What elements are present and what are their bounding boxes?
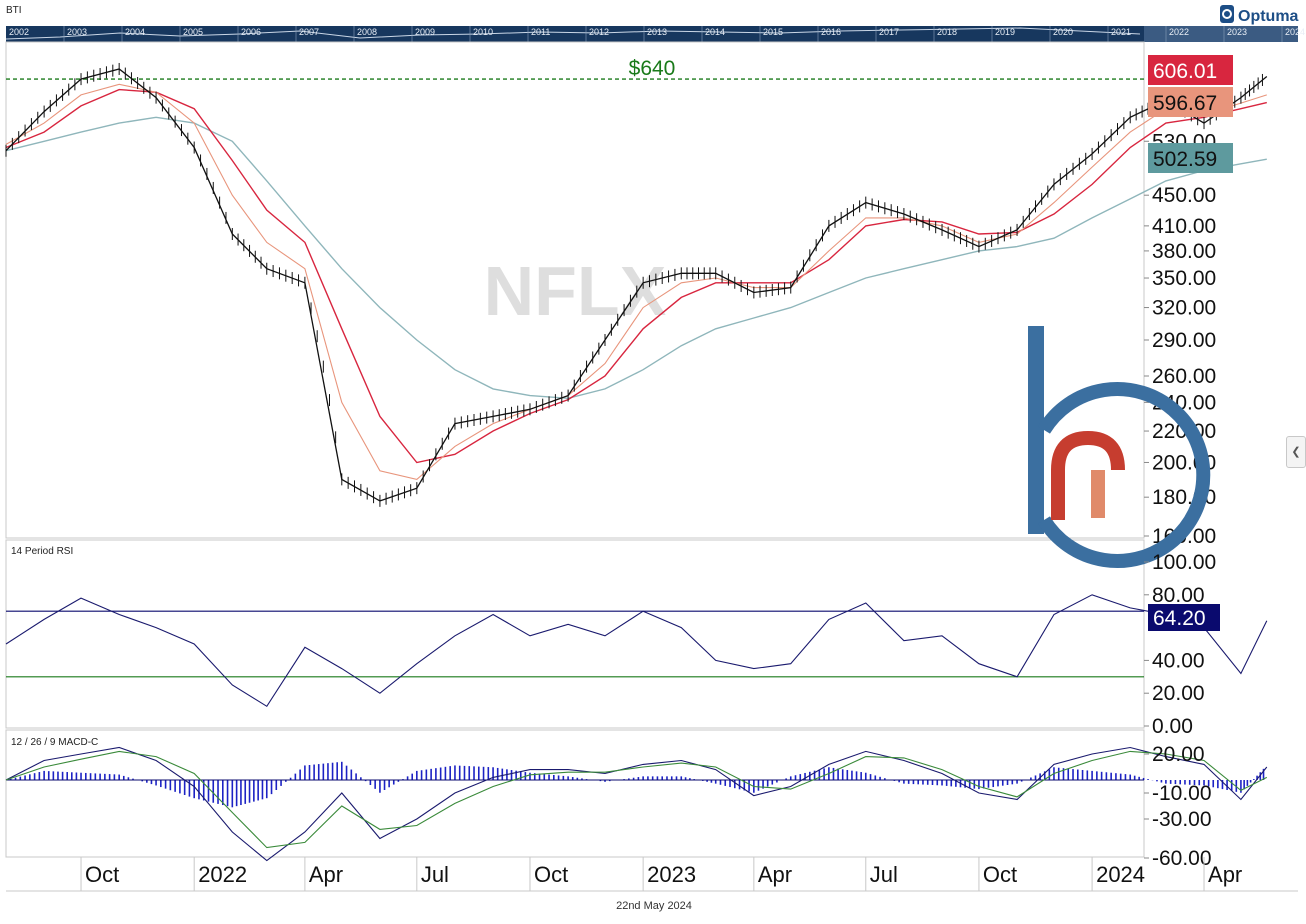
- rsi-y-axis: 100.00 80.00 40.00 20.00 0.00: [1144, 551, 1216, 738]
- last-value-tag: [1148, 87, 1233, 117]
- ticker-watermark: NFLX: [484, 252, 667, 330]
- x-tick-label: Jul: [421, 862, 449, 887]
- overview-year-label: 2017: [879, 27, 899, 37]
- overview-year-label: 2023: [1227, 27, 1247, 37]
- rsi-panel: [5, 594, 1268, 708]
- overview-year-label: 2009: [415, 27, 435, 37]
- rsi-last-value: 64.20: [1148, 604, 1220, 631]
- macd-tick-label: -10.00: [1152, 782, 1212, 805]
- last-value-label: 502.59: [1153, 148, 1217, 171]
- last-value-label: 606.01: [1153, 60, 1217, 83]
- x-tick-label: 2023: [647, 862, 696, 887]
- x-tick-label: Oct: [983, 862, 1017, 887]
- x-tick-label: Oct: [534, 862, 568, 887]
- overview-strip[interactable]: 2002 2003 2004 2005 2006 2007 2008 2009 2010 2011…: [5, 26, 1305, 42]
- last-value-label: 596.67: [1153, 92, 1217, 115]
- macd-tick-label: -30.00: [1152, 808, 1212, 831]
- ema-fast-line: [5, 83, 1267, 480]
- overview-year-label: 2020: [1053, 27, 1073, 37]
- overview-year-label: 2012: [589, 27, 609, 37]
- overview-price-line: [5, 27, 1141, 40]
- date-x-axis: Oct2022AprJulOct2023AprJulOct2024AprJul: [80, 857, 1242, 891]
- price-panel: $640: [5, 57, 1268, 507]
- brand-name: Optuma: [1238, 8, 1299, 25]
- price-bars: [5, 62, 1263, 507]
- rsi-tick-label: 100.00: [1152, 551, 1216, 574]
- x-tick-label: 2024: [1096, 862, 1145, 887]
- overview-year-label: 2014: [705, 27, 725, 37]
- overview-year-label: 2024: [1285, 27, 1305, 37]
- overview-year-label: 2008: [357, 27, 377, 37]
- x-tick-label: 2022: [198, 862, 247, 887]
- overview-year-label: 2004: [125, 27, 145, 37]
- x-tick-label: Apr: [309, 862, 343, 887]
- macd-title: 12 / 26 / 9 MACD-C: [11, 737, 98, 748]
- rsi-tick-label: 0.00: [1152, 715, 1193, 738]
- rsi-tick-label: 80.00: [1152, 584, 1205, 607]
- x-tick-label: Apr: [758, 862, 792, 887]
- overview-year-label: 2005: [183, 27, 203, 37]
- price-tick-label: 320.00: [1152, 297, 1216, 320]
- signal-line: [5, 750, 1268, 849]
- price-tick-label: 380.00: [1152, 240, 1216, 263]
- price-tick-label: 260.00: [1152, 365, 1216, 388]
- overview-year-label: 2011: [531, 27, 550, 37]
- rsi-tick-label: 20.00: [1152, 682, 1205, 705]
- price-tick-label: 450.00: [1152, 184, 1216, 207]
- macd-tick-label: -60.00: [1152, 847, 1212, 870]
- rsi-last-value-label: 64.20: [1153, 607, 1206, 630]
- x-tick-label: Apr: [1208, 862, 1242, 887]
- optuma-logo: Optuma: [1220, 5, 1299, 25]
- sma-long-line: [5, 116, 1267, 400]
- overview-year-label: 2018: [937, 27, 957, 37]
- rsi-line: [5, 594, 1268, 708]
- rsi-tick-label: 40.00: [1152, 649, 1205, 672]
- overview-year-label: 2006: [241, 27, 261, 37]
- price-panel-frame: [5, 41, 1145, 539]
- price-tick-label: 410.00: [1152, 215, 1216, 238]
- overview-year-label: 2013: [647, 27, 667, 37]
- macd-tick-label: 20.00: [1152, 743, 1205, 766]
- last-value-tag: [1148, 143, 1233, 173]
- overview-year-label: 2003: [67, 27, 87, 37]
- macd-line: [5, 746, 1268, 862]
- rsi-panel-frame: [5, 539, 1145, 729]
- ema-mid-line: [5, 88, 1267, 464]
- overview-year-label: 2007: [299, 27, 319, 37]
- price-tick-label: 290.00: [1152, 329, 1216, 352]
- publisher-logo: [1028, 326, 1211, 568]
- macd-y-axis: 20.00 -10.00 -30.00 -60.00: [1144, 743, 1212, 870]
- overview-year-label: 2021: [1111, 27, 1131, 37]
- symbol-label: BTI: [6, 5, 22, 16]
- overview-years: 2002 2003 2004 2005 2006 2007 2008 2009 2010 2011…: [9, 26, 1305, 42]
- overview-year-label: 2010: [473, 27, 493, 37]
- price-tick-label: 350.00: [1152, 267, 1216, 290]
- last-value-tag: [1148, 55, 1233, 85]
- rsi-title: 14 Period RSI: [11, 546, 73, 557]
- overview-year-label: 2022: [1169, 27, 1189, 37]
- price-last-values: 606.01 596.67 502.59: [1148, 55, 1233, 173]
- x-tick-label: Jul: [870, 862, 898, 887]
- chart-date: 22nd May 2024: [616, 900, 692, 912]
- panel-toggle-chevron-left-icon[interactable]: ❮: [1286, 436, 1306, 468]
- overview-year-label: 2002: [9, 27, 29, 37]
- level-640-label: $640: [629, 57, 676, 80]
- x-tick-label: Oct: [85, 862, 119, 887]
- macd-panel: [5, 746, 1268, 862]
- overview-year-label: 2016: [821, 27, 841, 37]
- overview-year-label: 2015: [763, 27, 783, 37]
- macd-panel-frame: [5, 729, 1145, 858]
- overview-year-label: 2019: [995, 27, 1015, 37]
